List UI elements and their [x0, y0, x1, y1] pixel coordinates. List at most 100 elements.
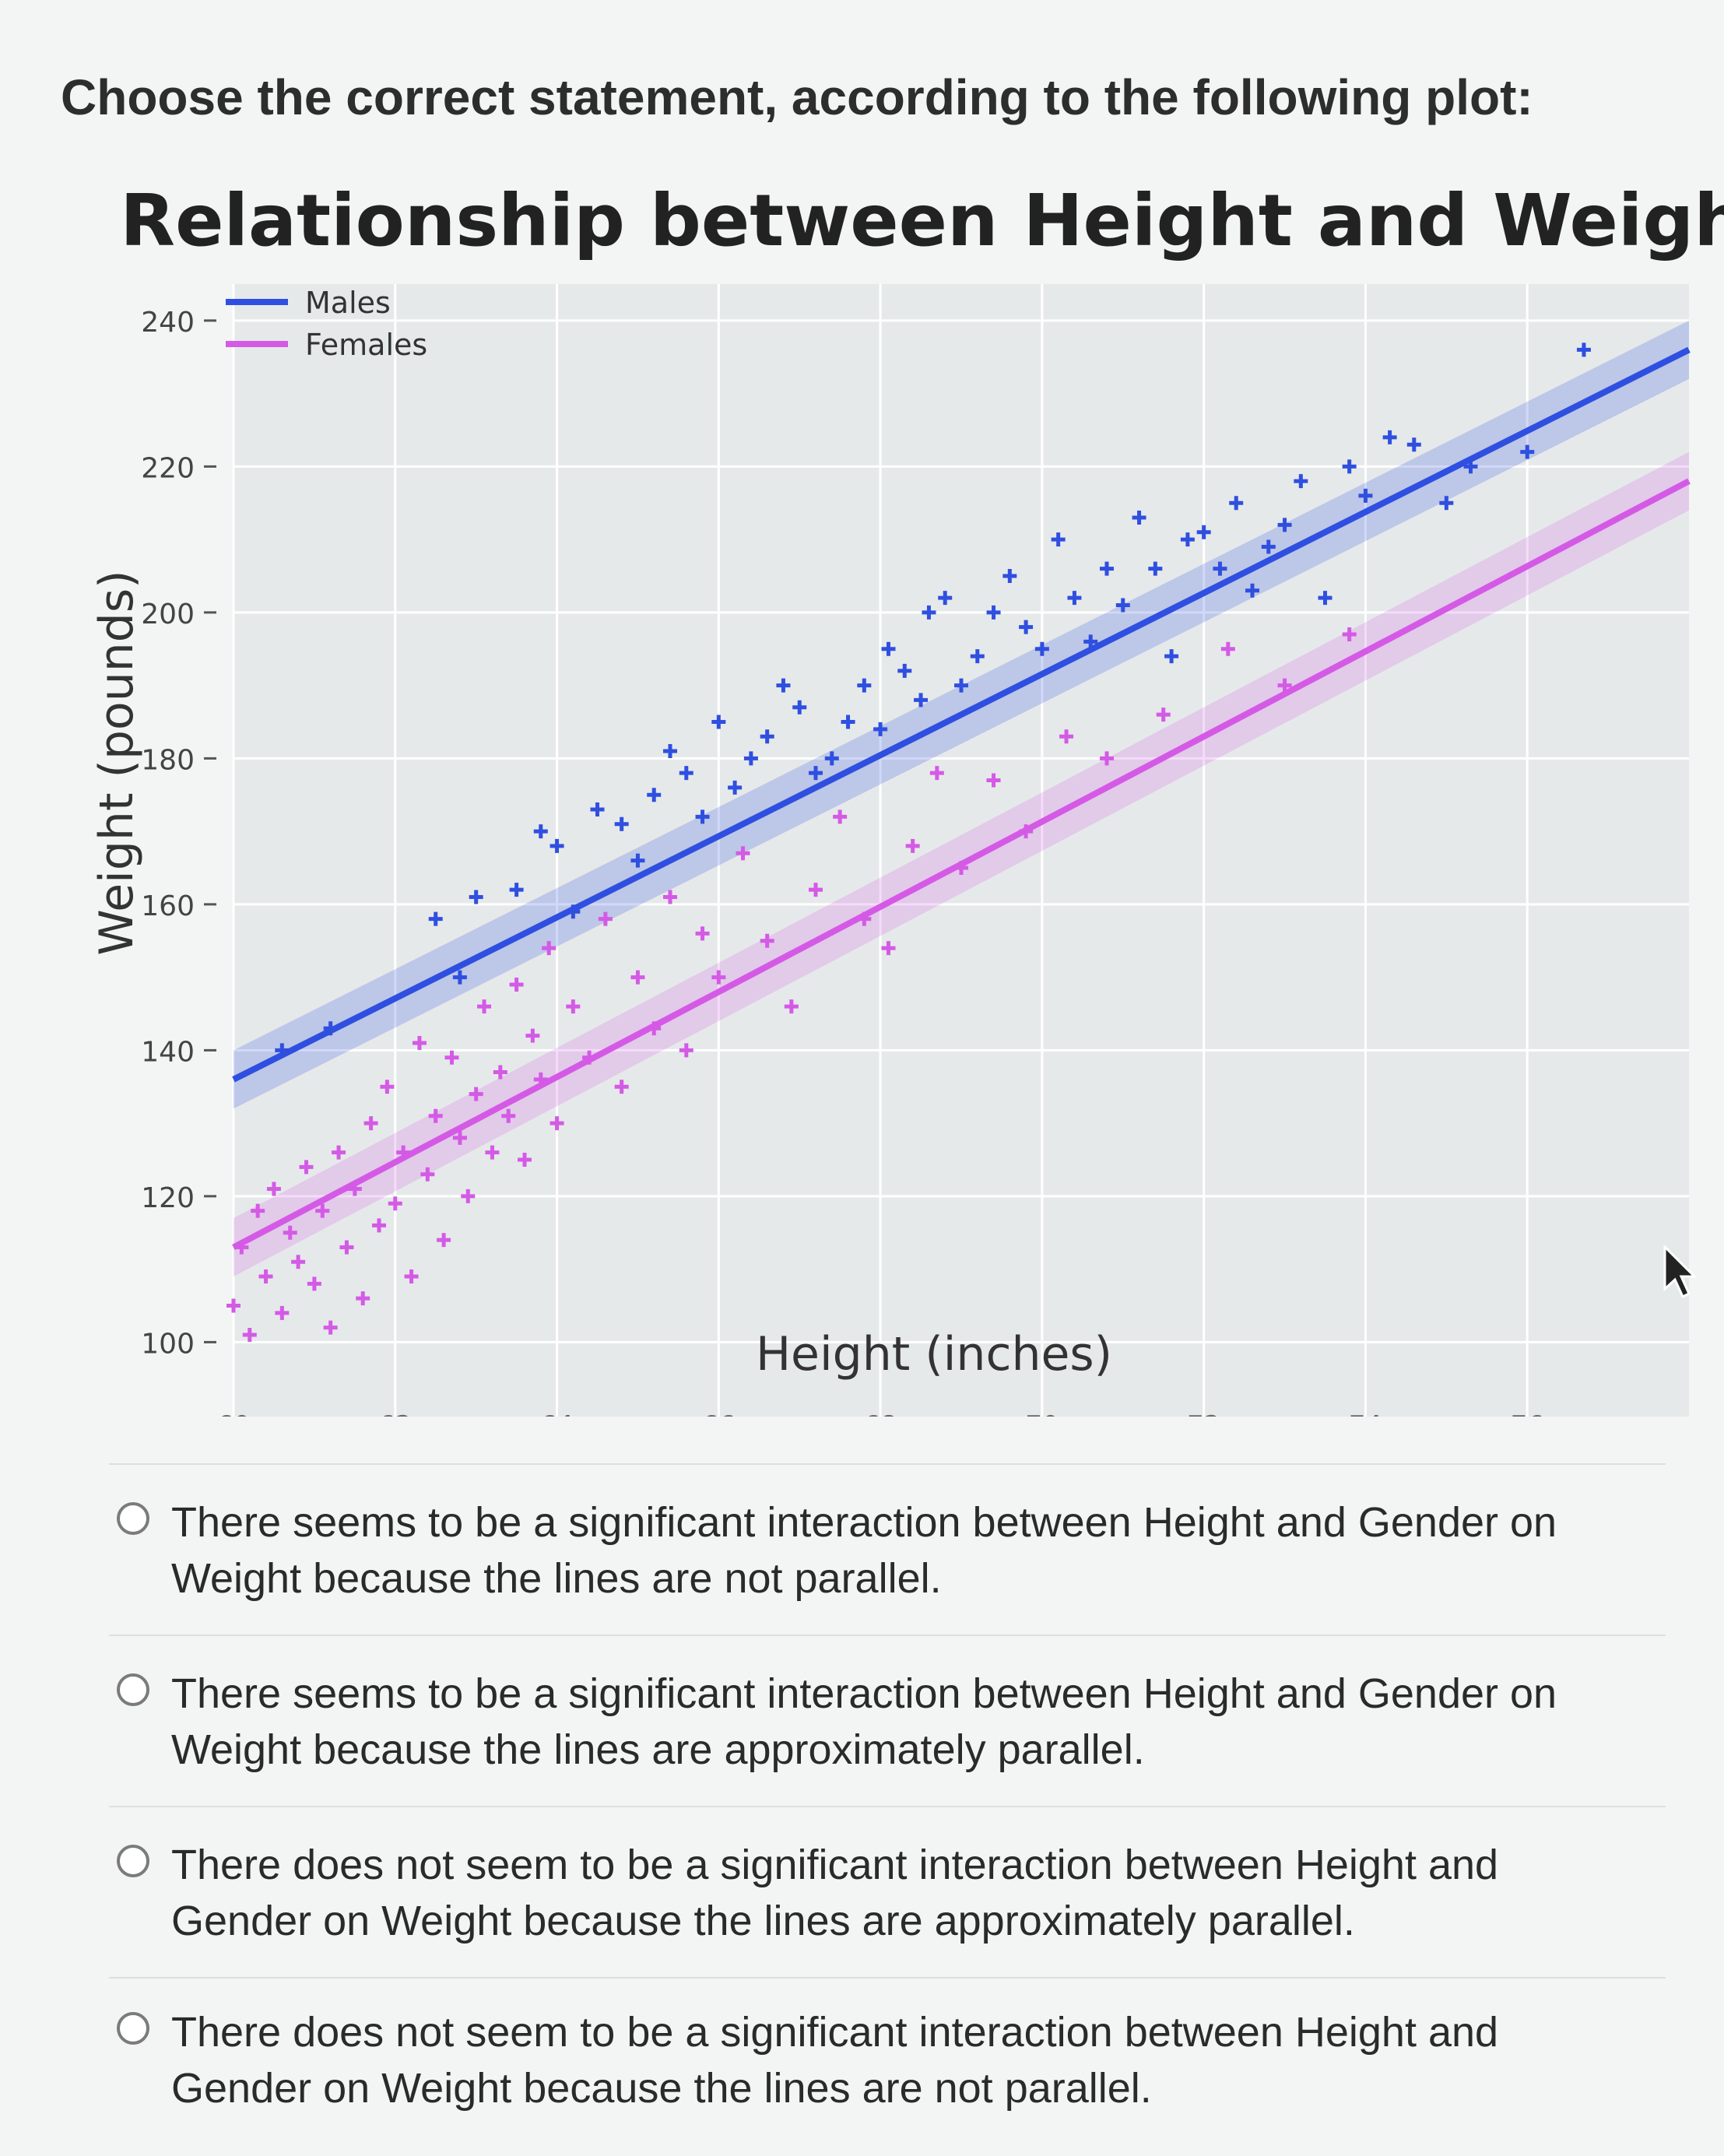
data-point-females [485, 1145, 500, 1160]
data-point-males [881, 641, 896, 656]
y-tick-label: 180 [141, 744, 195, 776]
data-point-females [275, 1305, 290, 1320]
data-point-females [258, 1269, 273, 1283]
data-point-females [663, 890, 677, 904]
data-point-males [1576, 342, 1591, 357]
data-point-females [784, 999, 799, 1014]
data-point-males [1051, 532, 1066, 547]
data-point-males [452, 970, 467, 985]
x-tick-label: 66 [702, 1410, 736, 1417]
data-point-males [970, 649, 985, 664]
chart: Relationship between Height and Weight 1… [0, 171, 1724, 1417]
option-divider [109, 1977, 1666, 1979]
y-tick-label: 240 [141, 307, 195, 339]
data-point-males [533, 824, 548, 839]
data-point-females [695, 926, 710, 941]
data-point-males [1358, 488, 1373, 503]
data-point-females [307, 1276, 321, 1291]
x-axis-label: Height (inches) [756, 1327, 1112, 1382]
data-point-females [1100, 751, 1114, 766]
data-point-females [363, 1116, 378, 1131]
question-text: Choose the correct statement, according … [61, 69, 1533, 125]
data-point-males [1164, 649, 1179, 664]
data-point-males [986, 605, 1001, 620]
data-point-females [1220, 641, 1235, 656]
data-point-females [1277, 678, 1292, 693]
data-point-males [1034, 641, 1049, 656]
option-divider [109, 1806, 1666, 1807]
data-point-males [1318, 591, 1333, 606]
data-point-females [833, 809, 848, 824]
x-tick-label: 70 [1025, 1410, 1059, 1417]
data-point-males [1115, 598, 1130, 613]
data-point-males [938, 591, 953, 606]
data-point-females [283, 1225, 297, 1240]
y-tick-label: 200 [141, 599, 195, 630]
data-point-males [1019, 620, 1034, 634]
data-point-males [760, 729, 774, 744]
data-point-females [929, 766, 944, 781]
data-point-males [1180, 532, 1195, 547]
answer-option-4[interactable]: There does not seem to be a significant … [117, 2004, 1596, 2116]
data-point-females [598, 911, 613, 926]
data-point-males [590, 802, 605, 816]
radio-button-2[interactable] [117, 1673, 149, 1706]
radio-button-3[interactable] [117, 1845, 149, 1877]
answer-option-3[interactable]: There does not seem to be a significant … [117, 1837, 1596, 1949]
data-point-females [509, 978, 524, 992]
data-point-males [647, 788, 662, 802]
legend: Males Females [226, 286, 427, 362]
data-point-females [1059, 729, 1074, 744]
radio-button-1[interactable] [117, 1502, 149, 1535]
answer-option-2[interactable]: There seems to be a significant interact… [117, 1666, 1596, 1778]
answer-option-1[interactable]: There seems to be a significant interact… [117, 1494, 1596, 1606]
data-point-males [614, 816, 629, 831]
data-point-males [1148, 561, 1163, 576]
data-point-females [299, 1160, 314, 1175]
data-point-males [550, 838, 564, 853]
data-point-females [461, 1189, 476, 1203]
data-point-females [518, 1153, 532, 1167]
data-point-females [679, 1043, 693, 1058]
y-axis-ticks: 100 120 140 160 180 200 220 240 [141, 307, 216, 1360]
data-point-females [266, 1182, 281, 1196]
data-point-males [728, 780, 743, 795]
data-point-males [743, 751, 758, 766]
x-tick-label: 72 [1187, 1410, 1220, 1417]
data-point-females [493, 1065, 507, 1080]
data-point-males [469, 890, 483, 904]
grid-lines [232, 284, 1689, 1417]
x-tick-label: 64 [540, 1410, 574, 1417]
data-point-males [792, 700, 807, 715]
data-point-females [380, 1080, 395, 1094]
x-tick-label: 74 [1349, 1410, 1382, 1417]
data-point-females [525, 1028, 540, 1043]
data-point-females [630, 970, 645, 985]
fit-lines [232, 346, 1691, 1251]
data-point-females [550, 1116, 564, 1131]
data-point-females [614, 1080, 629, 1094]
data-point-females [1156, 708, 1171, 722]
answer-option-1-text: There seems to be a significant interact… [171, 1499, 1557, 1602]
answer-option-2-text: There seems to be a significant interact… [171, 1670, 1557, 1773]
x-tick-label: 68 [863, 1410, 897, 1417]
data-point-females [251, 1203, 265, 1218]
data-point-females [542, 941, 557, 956]
y-tick-label: 140 [141, 1036, 195, 1068]
data-point-females [323, 1320, 338, 1335]
radio-button-4[interactable] [117, 2012, 149, 2045]
data-point-males [1261, 539, 1276, 554]
data-point-females [388, 1196, 402, 1211]
data-point-females [437, 1233, 451, 1248]
data-point-males [1294, 474, 1308, 489]
data-point-males [630, 853, 645, 868]
data-point-males [1439, 496, 1454, 511]
data-point-males [873, 722, 888, 736]
data-point-females [986, 773, 1001, 788]
data-point-males [1100, 561, 1114, 576]
data-point-males [1196, 525, 1211, 539]
answer-option-3-text: There does not seem to be a significant … [171, 1842, 1499, 1944]
data-point-males [711, 715, 726, 729]
fit-line-females [232, 478, 1691, 1251]
x-tick-label: 60 [216, 1410, 250, 1417]
